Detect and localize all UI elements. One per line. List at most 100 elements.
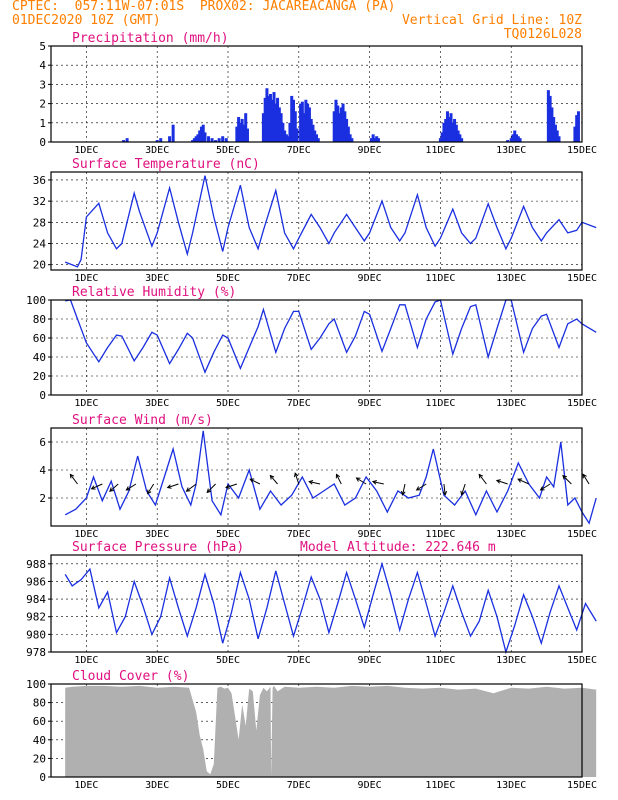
series-line <box>64 561 597 655</box>
precip-bar <box>284 134 288 142</box>
precip-bar <box>272 92 276 142</box>
x-tick-label: 15DEC <box>567 273 597 284</box>
panel-6: 0 20 40 60 80 100 1DEC 3DEC 5DEC 7DEC 9DEC 11DEC 13D… <box>26 669 597 791</box>
precip-bar <box>171 124 175 142</box>
x-tick-label: 7DEC <box>287 529 311 540</box>
x-tick-label: 3DEC <box>145 655 169 666</box>
precip-bar <box>557 136 561 142</box>
precip-bar <box>270 99 274 142</box>
precip-bar <box>268 94 272 142</box>
x-tick-label: 5DEC <box>216 655 240 666</box>
y-tick-label: 986 <box>26 575 46 588</box>
precip-bar <box>445 111 449 142</box>
precip-bar <box>341 103 345 142</box>
wind-arrow-head <box>335 473 341 479</box>
precip-bar <box>343 111 347 142</box>
precip-bar <box>516 136 520 142</box>
precip-bar <box>454 124 458 142</box>
wind-arrow-head <box>225 484 231 489</box>
precip-bar <box>336 105 340 142</box>
precip-bar <box>196 134 200 142</box>
x-tick-label: 13DEC <box>496 398 526 409</box>
precip-bar <box>309 118 313 142</box>
x-tick-label: 1DEC <box>74 780 98 791</box>
wind-arrow <box>126 483 137 491</box>
precip-bar <box>192 138 196 142</box>
precip-bar <box>299 103 303 142</box>
x-tick-label: 15DEC <box>567 780 597 791</box>
precip-bar <box>207 136 211 142</box>
wind-arrow <box>517 478 530 485</box>
precip-bar <box>546 90 550 142</box>
x-tick-label: 11DEC <box>425 273 455 284</box>
precip-bar <box>279 113 283 142</box>
x-tick-label: 3DEC <box>145 780 169 791</box>
wind-arrow <box>186 483 197 492</box>
y-tick-label: 40 <box>33 734 46 747</box>
precip-bar <box>245 128 249 142</box>
precip-bar <box>550 107 554 142</box>
precip-bar <box>447 117 451 142</box>
panel-frame <box>50 171 583 271</box>
precip-bar <box>244 113 248 142</box>
x-tick-label: 9DEC <box>358 398 382 409</box>
wind-arrow-head <box>582 473 587 479</box>
wind-arrow-head <box>147 489 152 495</box>
precip-bar <box>453 118 457 142</box>
precip-bar <box>263 97 267 142</box>
x-tick-label: 1DEC <box>74 398 98 409</box>
wind-arrow <box>294 473 300 485</box>
precip-bar <box>295 128 299 142</box>
precip-bar <box>168 136 172 142</box>
precip-bar <box>513 130 517 142</box>
x-tick-label: 1DEC <box>74 145 98 156</box>
y-tick-label: 984 <box>26 593 46 606</box>
y-tick-label: 36 <box>33 174 46 187</box>
x-tick-label: 9DEC <box>358 145 382 156</box>
x-tick-label: 13DEC <box>496 145 526 156</box>
precip-bar <box>265 88 269 142</box>
wind-arrow-head <box>371 480 377 485</box>
series-line <box>65 299 597 374</box>
precip-bar <box>511 134 515 142</box>
precip-bar <box>291 99 295 142</box>
precip-bar <box>159 138 163 142</box>
precip-bar <box>332 111 336 142</box>
wind-arrow <box>336 474 342 485</box>
wind-arrow <box>478 474 487 485</box>
x-tick-label: 3DEC <box>145 273 169 284</box>
precip-bar <box>440 132 444 142</box>
wind-arrow-head <box>109 487 114 492</box>
wind-arrow <box>372 481 384 485</box>
wind-arrow-head <box>308 480 314 485</box>
wind-arrow-head <box>206 488 212 494</box>
panel-annotation: Model Altitude: 222.646 m <box>300 540 496 555</box>
precip-bar <box>221 136 225 142</box>
wind-arrow <box>269 475 278 485</box>
precip-bar <box>224 138 228 142</box>
wind-arrow-head <box>517 478 523 483</box>
x-tick-label: 3DEC <box>145 145 169 156</box>
x-tick-label: 9DEC <box>358 273 382 284</box>
precip-bar <box>201 124 205 142</box>
precip-bar <box>339 107 343 142</box>
wind-arrow-head <box>442 490 448 496</box>
y-tick-label: 60 <box>33 332 46 345</box>
x-tick-label: 7DEC <box>287 655 311 666</box>
panel-5: 978 980 982 984 986 988 1DEC 3DEC 5DEC 7DEC 9DEC 11… <box>26 540 597 666</box>
precip-bar <box>555 130 559 142</box>
precip-bar <box>210 138 214 142</box>
precip-bar <box>125 138 129 142</box>
y-tick-label: 100 <box>26 294 46 307</box>
panel-title: Surface Temperature (nC) <box>72 157 260 172</box>
wind-arrow <box>309 481 321 485</box>
x-tick-label: 13DEC <box>496 529 526 540</box>
precip-bar <box>267 95 271 142</box>
precip-bar <box>238 122 242 142</box>
precip-bar <box>302 113 306 142</box>
x-tick-label: 11DEC <box>425 655 455 666</box>
precip-bar <box>575 115 579 142</box>
y-tick-label: 40 <box>33 351 46 364</box>
precip-bar <box>456 130 460 142</box>
wind-arrow <box>356 477 367 485</box>
